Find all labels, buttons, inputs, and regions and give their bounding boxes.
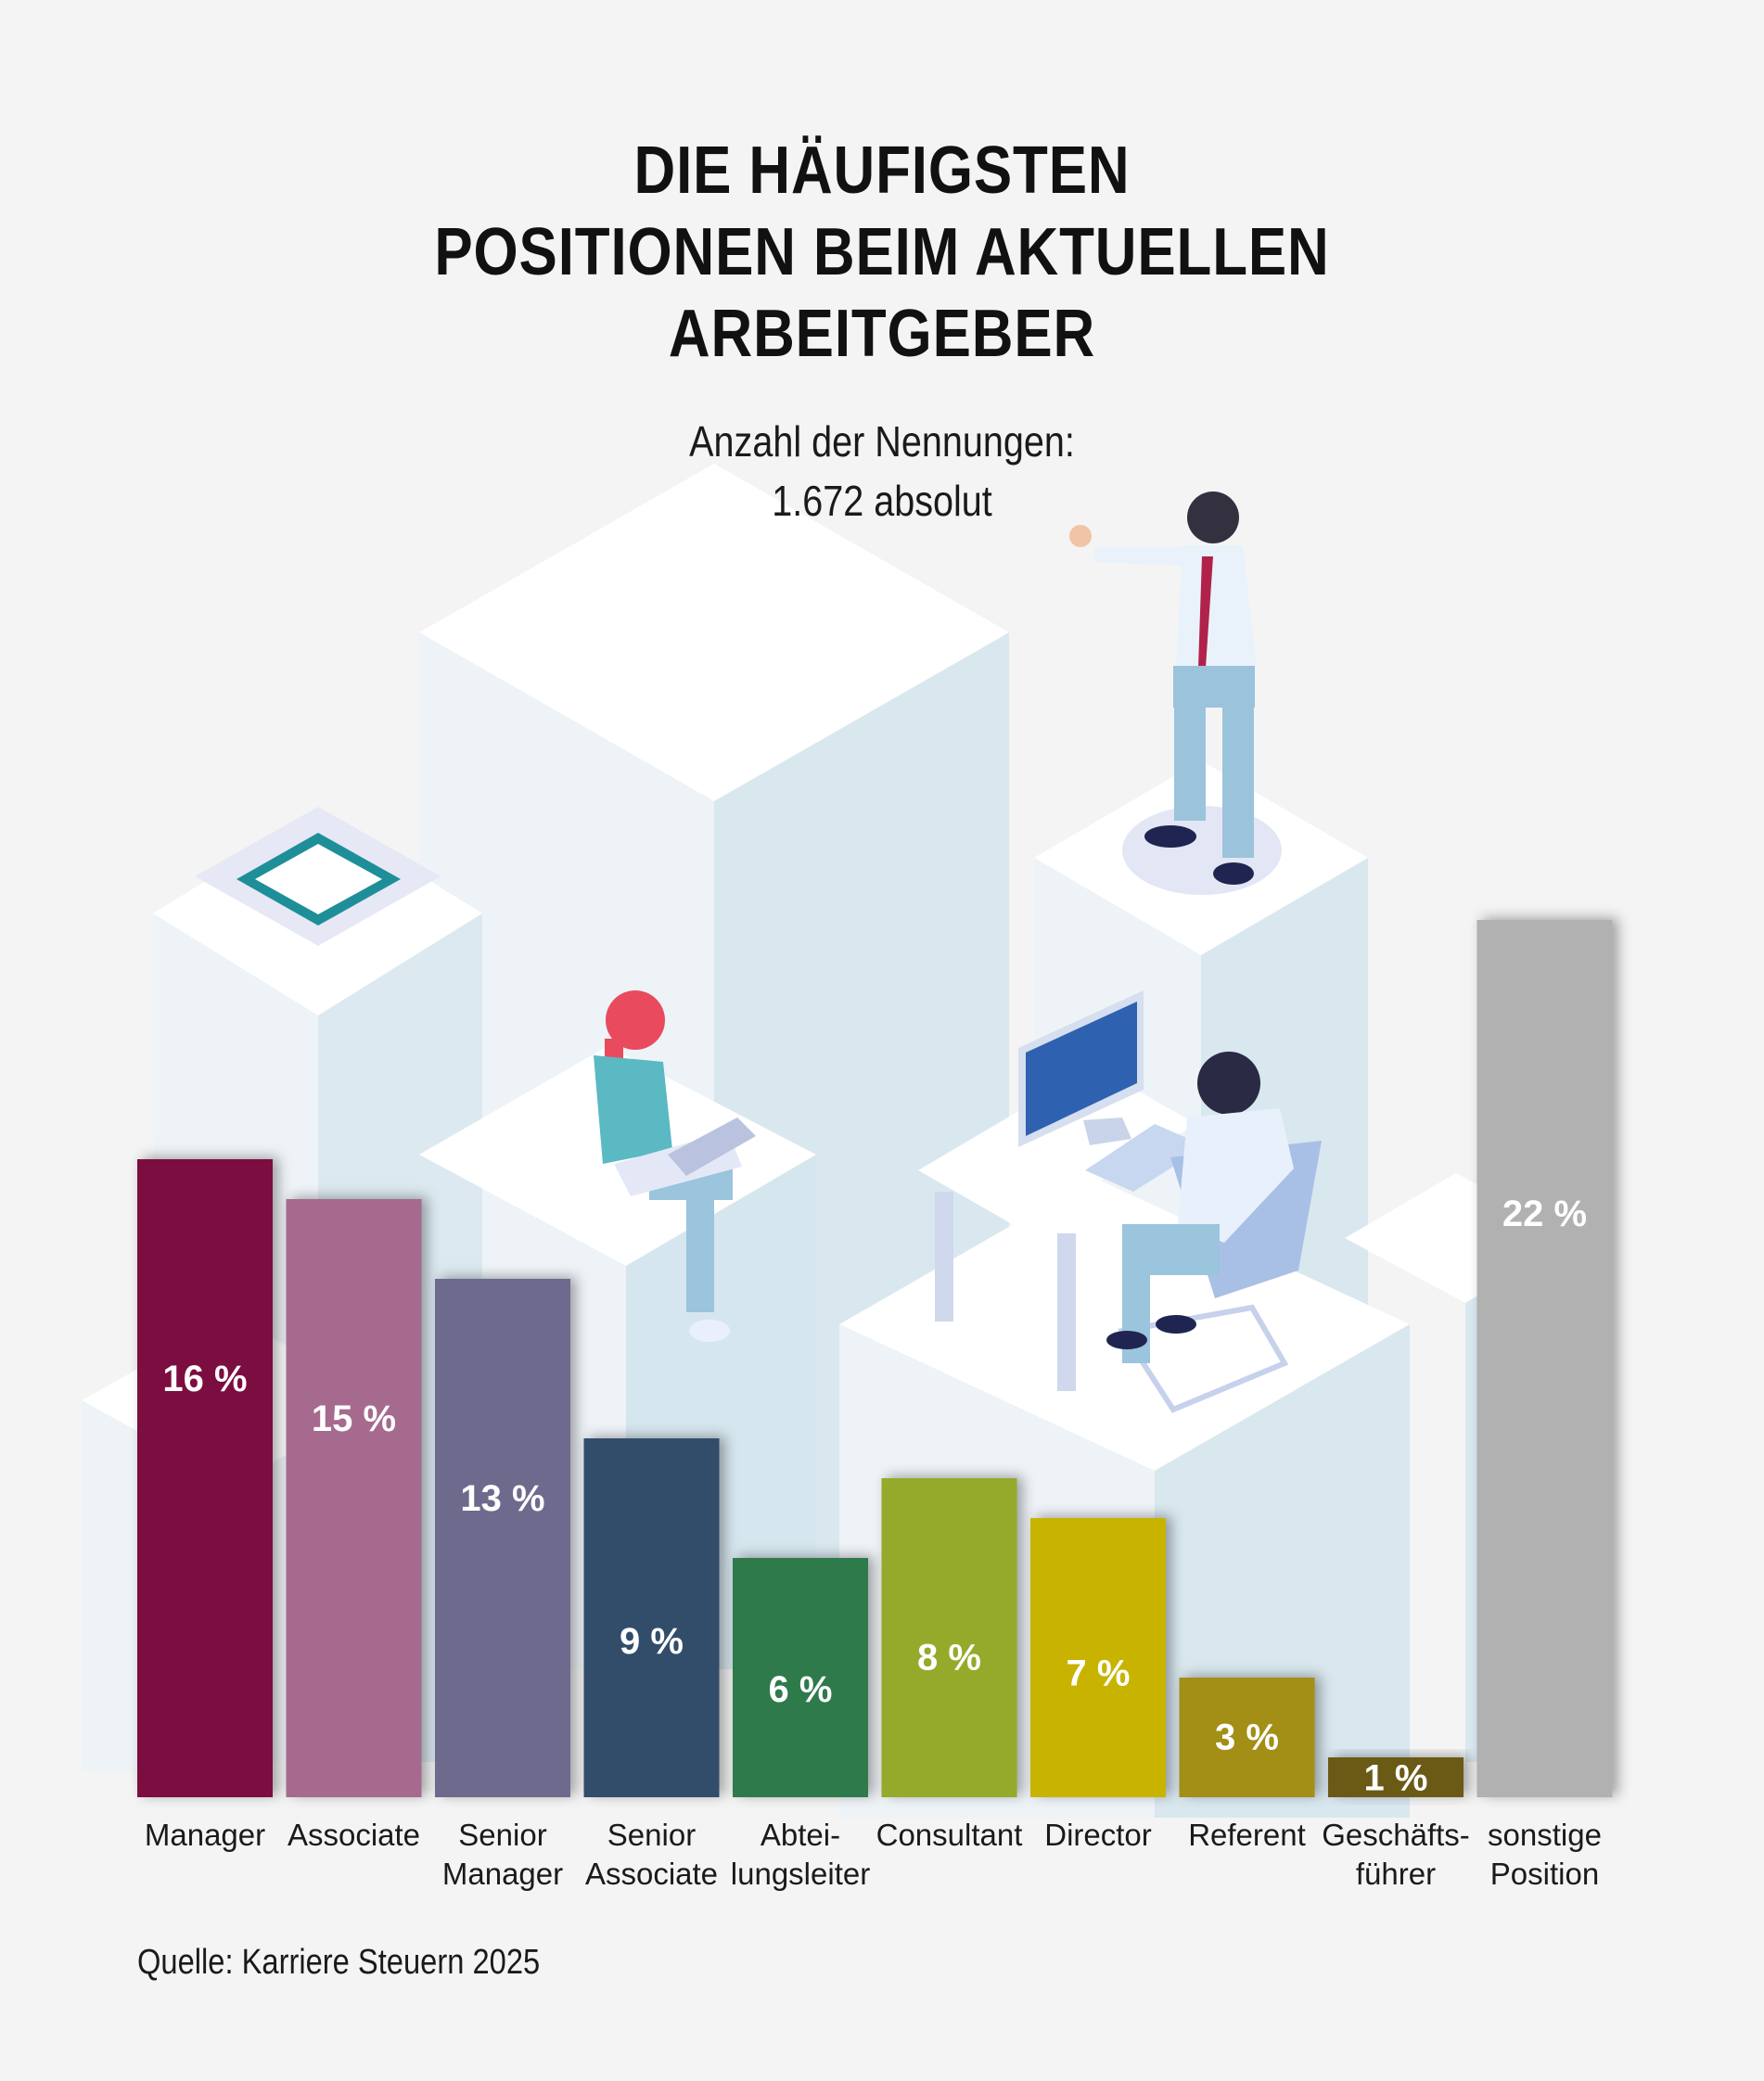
category-label: sonstige bbox=[1488, 1818, 1602, 1852]
bar-value-label: 3 % bbox=[1215, 1717, 1279, 1757]
bar bbox=[1328, 1757, 1464, 1797]
bar bbox=[1179, 1678, 1315, 1797]
bar bbox=[435, 1279, 570, 1797]
bar-value-label: 15 % bbox=[312, 1398, 396, 1439]
subtitle-line: Anzahl der Nennungen: bbox=[689, 417, 1075, 466]
bar-value-label: 16 % bbox=[162, 1359, 247, 1399]
bar bbox=[1476, 920, 1613, 1797]
title-line: ARBEITGEBER bbox=[668, 297, 1096, 371]
category-label: Manager bbox=[442, 1857, 563, 1891]
bar bbox=[733, 1558, 868, 1797]
bar bbox=[583, 1438, 720, 1797]
category-label: Referent bbox=[1188, 1818, 1306, 1852]
category-label: Associate bbox=[585, 1857, 718, 1891]
category-label: Geschäfts- bbox=[1322, 1818, 1470, 1852]
category-label: Senior bbox=[607, 1818, 696, 1852]
category-label: Position bbox=[1490, 1857, 1599, 1891]
category-label: Abtei- bbox=[761, 1818, 840, 1852]
source-note: Quelle: Karriere Steuern 2025 bbox=[137, 1943, 541, 1982]
title-line: DIE HÄUFIGSTEN bbox=[633, 134, 1131, 208]
bar bbox=[881, 1478, 1017, 1797]
chart-title: DIE HÄUFIGSTEN POSITIONEN BEIM AKTUELLEN… bbox=[123, 130, 1641, 375]
bar-value-label: 22 % bbox=[1502, 1194, 1587, 1234]
bar bbox=[137, 1159, 273, 1797]
category-label: führer bbox=[1356, 1857, 1436, 1891]
bar-value-label: 9 % bbox=[620, 1621, 684, 1662]
bar-value-label: 1 % bbox=[1364, 1758, 1428, 1799]
category-label: Manager bbox=[145, 1818, 265, 1852]
bar bbox=[286, 1199, 422, 1797]
chart-subtitle: Anzahl der Nennungen: 1.672 absolut bbox=[123, 412, 1641, 530]
category-label: Associate bbox=[288, 1818, 420, 1852]
category-label: Senior bbox=[458, 1818, 546, 1852]
bar-value-label: 6 % bbox=[769, 1669, 833, 1710]
bar-value-label: 13 % bbox=[460, 1478, 544, 1519]
bar bbox=[1030, 1518, 1166, 1797]
category-label: lungsleiter bbox=[731, 1857, 870, 1891]
bar-value-label: 7 % bbox=[1067, 1653, 1131, 1694]
subtitle-line: 1.672 absolut bbox=[772, 477, 992, 525]
category-label: Consultant bbox=[876, 1818, 1023, 1852]
bar-value-label: 8 % bbox=[917, 1637, 981, 1678]
category-label: Director bbox=[1044, 1818, 1152, 1852]
title-line: POSITIONEN BEIM AKTUELLEN bbox=[434, 215, 1330, 289]
